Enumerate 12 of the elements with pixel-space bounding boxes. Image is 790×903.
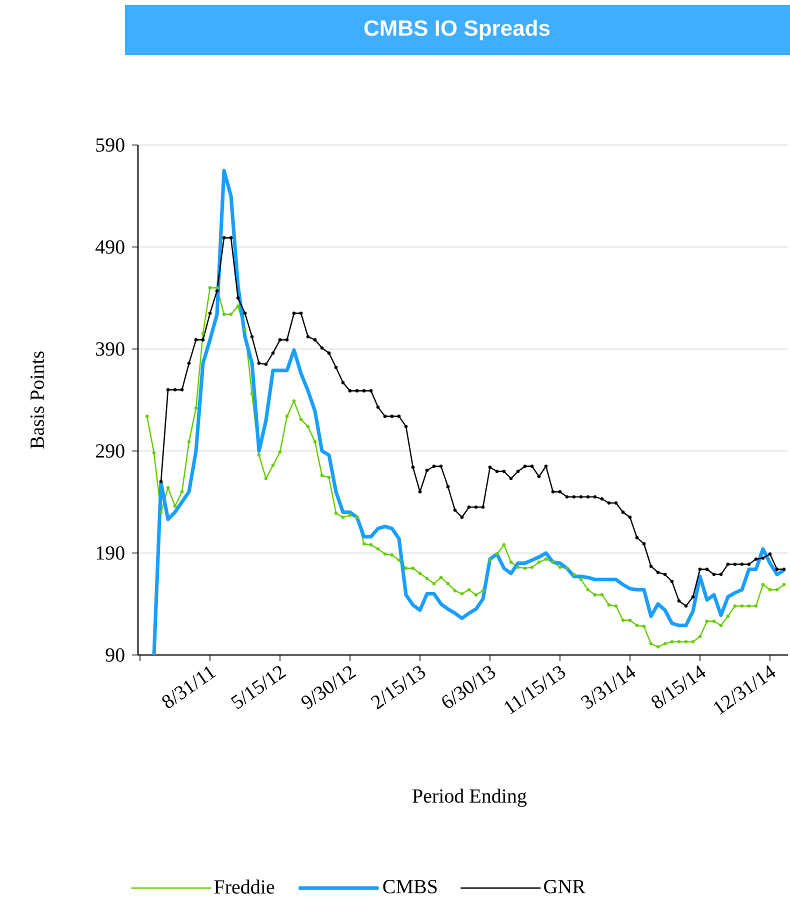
legend-label: CMBS — [383, 880, 437, 894]
chart-title: CMBS IO Spreads — [364, 20, 550, 40]
y-tick-label: 590 — [96, 138, 124, 152]
legend-label: GNR — [544, 880, 586, 894]
x-axis-title: Period Ending — [412, 788, 527, 807]
y-tick-label: 290 — [96, 444, 124, 458]
y-axis-title: Basis Points — [30, 352, 44, 449]
y-tick-label: 90 — [106, 648, 124, 662]
legend-label: Freddie — [214, 880, 274, 894]
y-tick-label: 390 — [96, 342, 124, 356]
y-tick-label: 490 — [95, 240, 124, 254]
y-tick-label: 190 — [96, 546, 124, 560]
